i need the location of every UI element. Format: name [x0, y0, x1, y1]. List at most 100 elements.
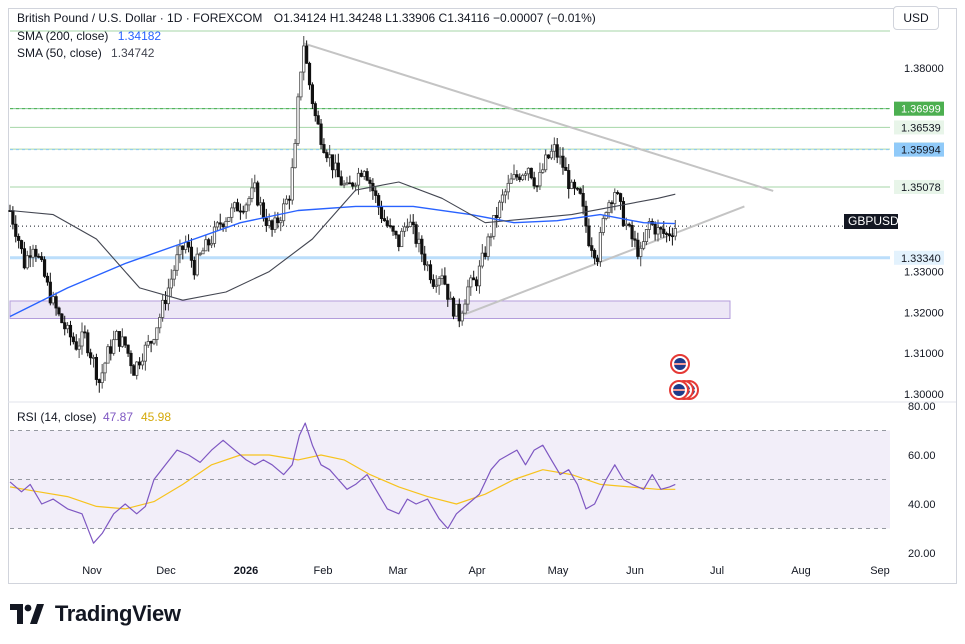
candle-body: [302, 45, 306, 73]
candle-body: [80, 331, 84, 347]
candle-body: [330, 154, 335, 171]
candle-body: [31, 248, 35, 258]
price-level-label: 1.36999: [901, 104, 941, 116]
price-tag-countdown: 13:28:28: [900, 229, 947, 243]
candle-body: [175, 254, 179, 271]
candle-body: [598, 232, 603, 262]
candle-body: [489, 235, 493, 238]
candle-body: [425, 264, 430, 267]
candle-body: [89, 352, 93, 359]
candle-body: [495, 215, 499, 219]
candle-body: [273, 217, 277, 230]
candle-body: [659, 227, 663, 230]
candle-body: [290, 167, 294, 201]
candle-body: [83, 331, 87, 334]
sma50-legend[interactable]: SMA (50, close) 1.34742: [17, 46, 154, 60]
candle-body: [247, 198, 251, 206]
candle-body: [103, 362, 107, 374]
candle-body: [123, 336, 127, 346]
candle-body: [437, 278, 441, 286]
candle-body: [492, 215, 496, 237]
candle-body: [186, 241, 191, 248]
candle-body: [17, 236, 21, 241]
candle-body: [28, 255, 32, 258]
candle-body: [627, 223, 631, 226]
candle-body: [117, 331, 122, 347]
candle-body: [336, 162, 340, 178]
price-tag-symbol: GBPUSD: [844, 214, 899, 229]
candle-body: [316, 115, 320, 125]
candle-body: [656, 227, 660, 235]
candle-body: [37, 255, 41, 258]
candle-body: [60, 313, 64, 324]
candle-body: [19, 240, 24, 250]
ohlc-values: O1.34124 H1.34248 L1.33906 C1.34116 −0.0…: [273, 11, 596, 25]
candle-body: [400, 230, 404, 248]
trendline-upper[interactable]: [303, 42, 774, 192]
candle-body: [377, 195, 381, 208]
candle-body: [670, 235, 675, 238]
candle-body: [152, 339, 156, 344]
candle-body: [541, 169, 545, 173]
candle-body: [523, 173, 528, 176]
candle-body: [673, 227, 677, 237]
x-tick-label: May: [548, 565, 569, 577]
brand-name: TradingView: [54, 601, 181, 627]
candle-body: [163, 299, 168, 305]
candle-body: [610, 202, 614, 205]
candle-body: [382, 218, 387, 222]
candle-body: [97, 379, 101, 384]
candle-body: [555, 144, 559, 158]
tradingview-logo[interactable]: TradingView: [10, 600, 181, 628]
sma200-legend[interactable]: SMA (200, close) 1.34182: [17, 29, 161, 43]
rsi-ma-value: 45.98: [141, 410, 171, 424]
candle-body: [518, 176, 522, 180]
rsi-y-tick-label: 60.00: [908, 450, 936, 462]
candle-body: [45, 275, 50, 283]
candle-body: [313, 103, 317, 117]
candle-body: [328, 154, 332, 159]
candle-body: [279, 220, 283, 224]
candle-body: [227, 216, 231, 222]
sma200-line: [9, 205, 676, 318]
candle-body: [368, 179, 372, 184]
currency-button[interactable]: USD: [893, 6, 939, 30]
candle-body: [68, 324, 73, 338]
candle-body: [48, 281, 52, 304]
candle-body: [512, 174, 516, 180]
candle-body: [469, 277, 473, 288]
candle-body: [561, 155, 565, 168]
candle-body: [284, 198, 289, 205]
candle-body: [155, 327, 159, 340]
candle-body: [549, 150, 554, 159]
candle-body: [34, 248, 38, 257]
candle-body: [169, 278, 173, 289]
candle-body: [544, 154, 548, 171]
candle-body: [402, 226, 407, 232]
uk-event-flag-icon[interactable]: [670, 354, 690, 374]
candle-body: [238, 210, 242, 213]
candle-body: [639, 247, 643, 257]
rsi-y-tick-label: 80.00: [908, 401, 936, 413]
candle-body: [195, 253, 199, 276]
candle-body: [394, 230, 398, 236]
x-tick-label: Mar: [389, 565, 408, 577]
candle-body: [181, 245, 185, 250]
candle-body: [417, 238, 421, 244]
candle-body: [161, 299, 165, 318]
us-event-flag-icon[interactable]: [669, 380, 689, 400]
candle-body: [480, 252, 484, 267]
candle-body: [483, 252, 487, 257]
x-tick-label: Aug: [791, 565, 811, 577]
candle-body: [601, 218, 605, 233]
candle-body: [613, 192, 617, 205]
candle-body: [443, 275, 447, 285]
candle-body: [359, 172, 363, 177]
candle-body: [497, 201, 502, 219]
candle-body: [325, 152, 329, 159]
candle-body: [233, 202, 237, 209]
candle-body: [644, 229, 649, 242]
candle-body: [235, 202, 240, 212]
sma50-value: 1.34742: [111, 46, 155, 60]
